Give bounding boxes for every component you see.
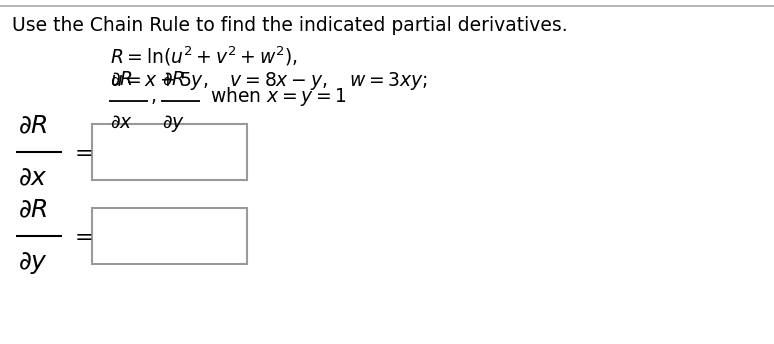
Bar (92, 208, 247, 264)
Text: $\partial y$: $\partial y$ (162, 113, 185, 134)
Text: $=$: $=$ (70, 142, 93, 162)
Text: when $x = y = 1$: when $x = y = 1$ (210, 86, 347, 108)
Text: Use the Chain Rule to find the indicated partial derivatives.: Use the Chain Rule to find the indicated… (12, 16, 567, 35)
Text: $\partial x$: $\partial x$ (110, 113, 133, 132)
Text: $\partial R$: $\partial R$ (18, 198, 48, 222)
Bar (92, 124, 247, 180)
Text: $\partial y$: $\partial y$ (18, 250, 48, 276)
Text: $u = x + 5y, \quad v = 8x - y, \quad w = 3xy;$: $u = x + 5y, \quad v = 8x - y, \quad w =… (110, 70, 428, 92)
Text: ,: , (151, 87, 157, 107)
Text: $\partial R$: $\partial R$ (18, 114, 48, 138)
Text: $\partial R$: $\partial R$ (110, 70, 133, 89)
Text: $\partial R$: $\partial R$ (162, 70, 185, 89)
Text: $R = \ln(u^2 + v^2 + w^2),$: $R = \ln(u^2 + v^2 + w^2),$ (110, 44, 298, 67)
Text: $\partial x$: $\partial x$ (18, 166, 48, 190)
Text: $=$: $=$ (70, 226, 93, 246)
